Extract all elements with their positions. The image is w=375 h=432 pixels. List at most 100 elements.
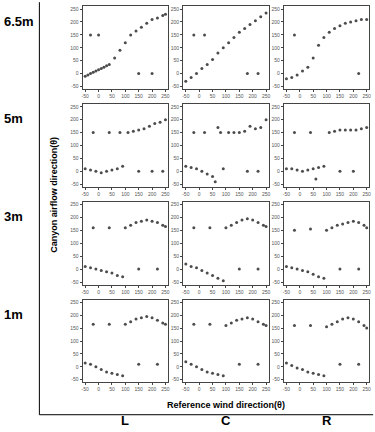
svg-text:250: 250 (363, 191, 372, 197)
svg-text:50: 50 (274, 351, 280, 357)
svg-text:-50: -50 (283, 386, 290, 392)
svg-text:-50: -50 (283, 93, 290, 99)
svg-text:100: 100 (322, 386, 331, 392)
svg-text:-50: -50 (172, 376, 179, 382)
svg-text:200: 200 (70, 214, 79, 220)
svg-text:200: 200 (70, 19, 79, 25)
svg-text:100: 100 (171, 142, 180, 148)
svg-text:50: 50 (274, 57, 280, 63)
svg-text:200: 200 (70, 116, 79, 122)
svg-text:50: 50 (310, 386, 316, 392)
svg-text:50: 50 (109, 93, 115, 99)
svg-text:100: 100 (70, 338, 79, 344)
svg-text:200: 200 (148, 191, 157, 197)
svg-text:200: 200 (249, 191, 258, 197)
svg-text:0: 0 (76, 266, 79, 272)
svg-text:-50: -50 (283, 289, 290, 295)
svg-text:150: 150 (336, 289, 345, 295)
svg-text:150: 150 (135, 289, 144, 295)
svg-text:-50: -50 (182, 386, 189, 392)
svg-text:100: 100 (70, 45, 79, 51)
svg-text:100: 100 (121, 93, 130, 99)
svg-text:150: 150 (336, 386, 345, 392)
svg-text:50: 50 (73, 253, 79, 259)
svg-text:0: 0 (176, 364, 179, 370)
svg-text:0: 0 (277, 168, 280, 174)
svg-text:250: 250 (171, 201, 180, 207)
svg-text:200: 200 (148, 289, 157, 295)
svg-text:50: 50 (210, 386, 216, 392)
svg-text:R: R (322, 413, 332, 428)
svg-text:250: 250 (171, 104, 180, 110)
svg-text:150: 150 (271, 325, 280, 331)
svg-text:50: 50 (210, 289, 216, 295)
svg-text:0: 0 (176, 70, 179, 76)
svg-text:200: 200 (148, 93, 157, 99)
svg-text:100: 100 (222, 191, 231, 197)
svg-text:150: 150 (70, 227, 79, 233)
svg-text:-50: -50 (71, 279, 78, 285)
svg-text:150: 150 (135, 191, 144, 197)
svg-text:0: 0 (277, 70, 280, 76)
svg-text:0: 0 (97, 289, 100, 295)
svg-text:50: 50 (310, 289, 316, 295)
svg-text:50: 50 (310, 93, 316, 99)
svg-text:-50: -50 (273, 181, 280, 187)
svg-text:-50: -50 (82, 191, 89, 197)
svg-text:200: 200 (271, 214, 280, 220)
svg-text:100: 100 (322, 191, 331, 197)
svg-text:200: 200 (249, 93, 258, 99)
svg-text:100: 100 (70, 142, 79, 148)
svg-text:50: 50 (73, 155, 79, 161)
svg-text:250: 250 (70, 299, 79, 305)
svg-text:150: 150 (171, 325, 180, 331)
svg-text:100: 100 (171, 45, 180, 51)
svg-text:250: 250 (161, 191, 170, 197)
svg-text:200: 200 (349, 93, 358, 99)
svg-text:0: 0 (198, 191, 201, 197)
svg-text:150: 150 (135, 93, 144, 99)
svg-text:100: 100 (271, 45, 280, 51)
svg-text:150: 150 (271, 129, 280, 135)
svg-text:200: 200 (271, 116, 280, 122)
svg-text:100: 100 (121, 386, 130, 392)
svg-text:5m: 5m (4, 111, 23, 126)
svg-text:250: 250 (271, 104, 280, 110)
svg-text:250: 250 (70, 201, 79, 207)
svg-text:150: 150 (235, 191, 244, 197)
svg-text:-50: -50 (182, 191, 189, 197)
svg-text:-50: -50 (172, 181, 179, 187)
svg-text:250: 250 (363, 386, 372, 392)
svg-text:50: 50 (109, 191, 115, 197)
svg-text:200: 200 (249, 289, 258, 295)
svg-text:0: 0 (176, 168, 179, 174)
svg-text:250: 250 (271, 299, 280, 305)
svg-text:250: 250 (262, 191, 271, 197)
svg-text:100: 100 (121, 191, 130, 197)
svg-text:250: 250 (70, 104, 79, 110)
svg-text:150: 150 (171, 129, 180, 135)
svg-text:250: 250 (262, 93, 271, 99)
svg-text:250: 250 (363, 93, 372, 99)
svg-text:150: 150 (271, 227, 280, 233)
svg-text:250: 250 (363, 289, 372, 295)
svg-text:-50: -50 (182, 93, 189, 99)
svg-text:-50: -50 (273, 83, 280, 89)
svg-text:0: 0 (76, 70, 79, 76)
svg-text:100: 100 (271, 142, 280, 148)
svg-text:200: 200 (271, 312, 280, 318)
svg-text:150: 150 (135, 386, 144, 392)
svg-text:100: 100 (271, 338, 280, 344)
svg-text:0: 0 (97, 191, 100, 197)
svg-text:150: 150 (336, 191, 345, 197)
svg-text:250: 250 (262, 289, 271, 295)
svg-text:200: 200 (171, 116, 180, 122)
svg-text:0: 0 (198, 93, 201, 99)
svg-text:-50: -50 (82, 386, 89, 392)
svg-text:200: 200 (148, 386, 157, 392)
svg-text:200: 200 (171, 312, 180, 318)
svg-text:150: 150 (235, 93, 244, 99)
svg-text:50: 50 (210, 191, 216, 197)
svg-text:100: 100 (121, 289, 130, 295)
svg-text:150: 150 (171, 227, 180, 233)
